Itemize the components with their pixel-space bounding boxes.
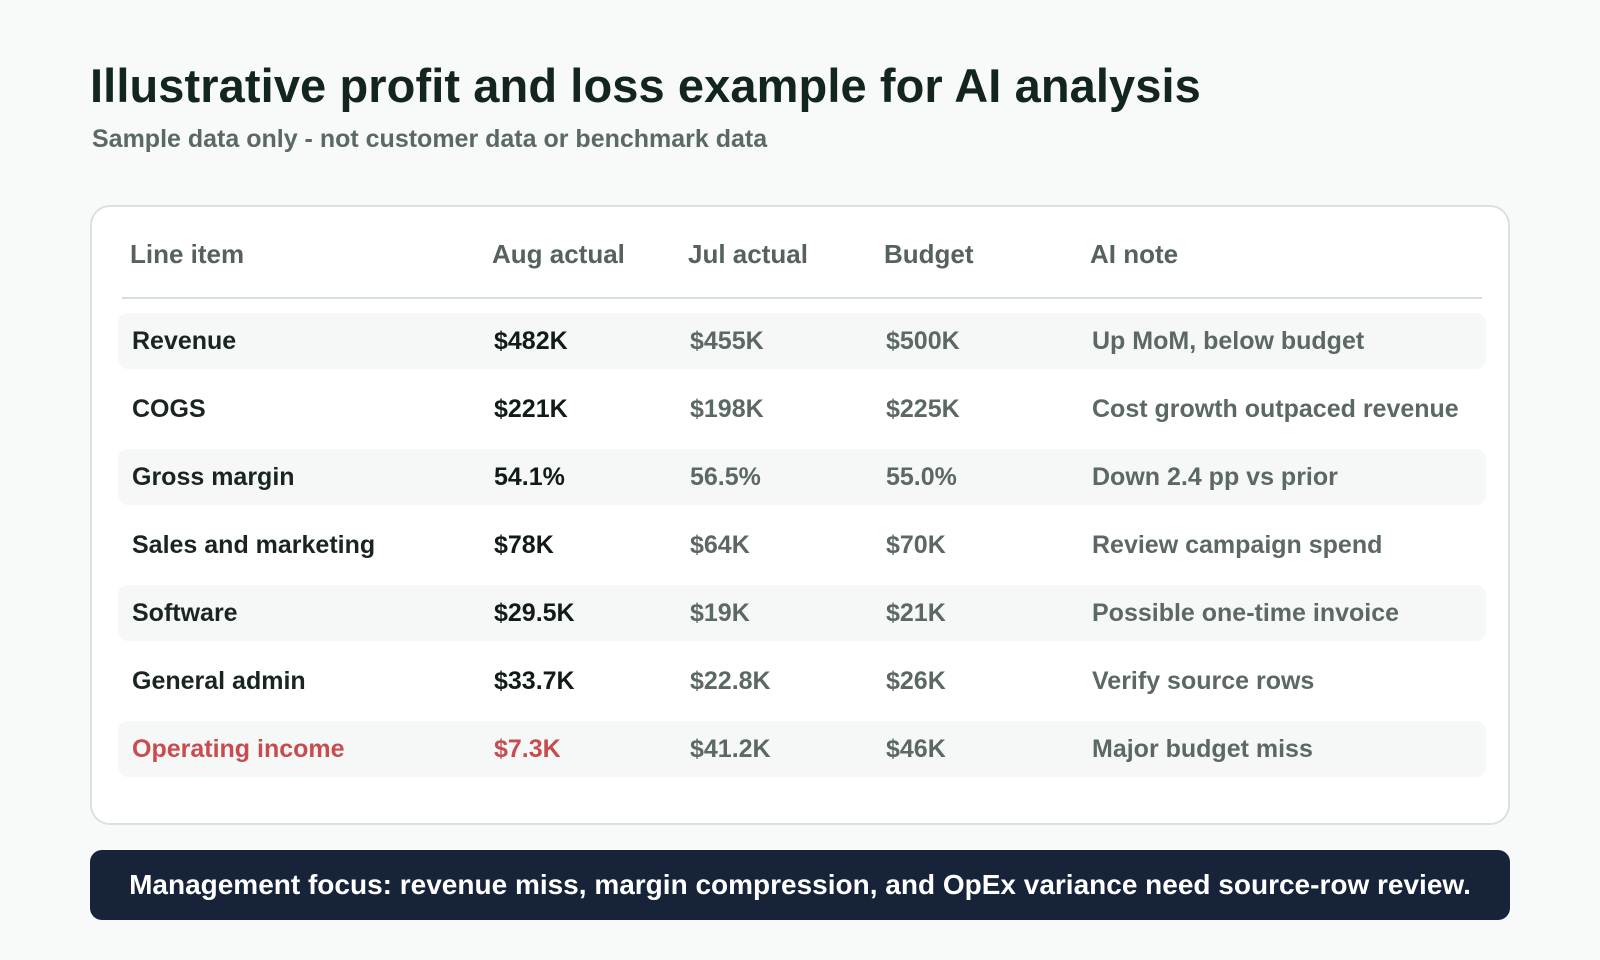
budget-cell: $26K <box>886 667 946 695</box>
column-header-aug-actual: Aug actual <box>492 239 625 269</box>
ai-note-cell: Up MoM, below budget <box>1092 327 1365 355</box>
table-row: Gross margin 54.1% 56.5% 55.0% Down 2.4 … <box>118 449 1486 505</box>
line-item-cell: Software <box>132 599 238 627</box>
aug-actual-cell: $29.5K <box>494 599 575 627</box>
budget-cell: 55.0% <box>886 463 957 491</box>
pl-table: Line item Aug actual Jul actual Budget A… <box>90 205 1510 825</box>
ai-note-cell: Major budget miss <box>1092 735 1313 763</box>
line-item-cell: Sales and marketing <box>132 531 376 559</box>
aug-actual-cell: $221K <box>494 395 568 423</box>
jul-actual-cell: 56.5% <box>690 463 761 491</box>
management-focus-banner: Management focus: revenue miss, margin c… <box>90 850 1510 920</box>
column-header-jul-actual: Jul actual <box>688 239 808 269</box>
column-header-ai-note: AI note <box>1090 239 1179 269</box>
column-header-budget: Budget <box>884 239 974 269</box>
ai-note-cell: Verify source rows <box>1092 667 1315 695</box>
ai-note-cell: Cost growth outpaced revenue <box>1092 395 1459 423</box>
budget-cell: $70K <box>886 531 946 559</box>
ai-note-cell: Possible one-time invoice <box>1092 599 1400 627</box>
jul-actual-cell: $198K <box>690 395 764 423</box>
page-title: Illustrative profit and loss example for… <box>90 59 1201 112</box>
jul-actual-cell: $41.2K <box>690 735 771 763</box>
ai-note-cell: Down 2.4 pp vs prior <box>1092 463 1338 491</box>
line-item-cell: Operating income <box>132 735 345 763</box>
table-row: Software $29.5K $19K $21K Possible one-t… <box>118 585 1486 641</box>
table-row: Sales and marketing $78K $64K $70K Revie… <box>118 517 1486 573</box>
aug-actual-cell: $7.3K <box>494 735 561 763</box>
aug-actual-cell: 54.1% <box>494 463 565 491</box>
line-item-cell: Revenue <box>132 327 237 355</box>
table-row: COGS $221K $198K $225K Cost growth outpa… <box>118 381 1486 437</box>
ai-note-cell: Review campaign spend <box>1092 531 1383 559</box>
line-item-cell: Gross margin <box>132 463 295 491</box>
page-subtitle: Sample data only - not customer data or … <box>92 125 768 153</box>
table-row-alert: Operating income $7.3K $41.2K $46K Major… <box>118 721 1486 777</box>
budget-cell: $21K <box>886 599 946 627</box>
aug-actual-cell: $33.7K <box>494 667 575 695</box>
jul-actual-cell: $64K <box>690 531 750 559</box>
line-item-cell: COGS <box>132 395 206 423</box>
budget-cell: $46K <box>886 735 946 763</box>
budget-cell: $225K <box>886 395 960 423</box>
jul-actual-cell: $19K <box>690 599 750 627</box>
table-header: Line item Aug actual Jul actual Budget A… <box>122 207 1482 299</box>
table-row: Revenue $482K $455K $500K Up MoM, below … <box>118 313 1486 369</box>
table-body: Revenue $482K $455K $500K Up MoM, below … <box>118 313 1486 789</box>
table-row: General admin $33.7K $22.8K $26K Verify … <box>118 653 1486 709</box>
budget-cell: $500K <box>886 327 960 355</box>
jul-actual-cell: $455K <box>690 327 764 355</box>
column-header-line-item: Line item <box>130 239 245 269</box>
jul-actual-cell: $22.8K <box>690 667 771 695</box>
aug-actual-cell: $78K <box>494 531 554 559</box>
line-item-cell: General admin <box>132 667 306 695</box>
aug-actual-cell: $482K <box>494 327 568 355</box>
